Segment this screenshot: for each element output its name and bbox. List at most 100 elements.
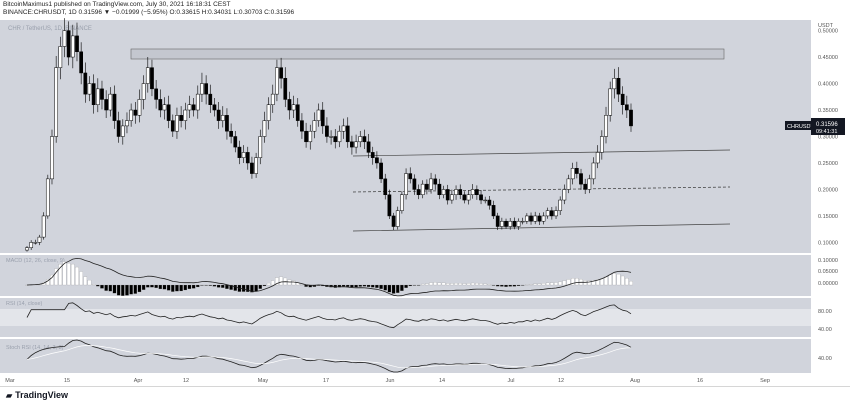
candle-bull bbox=[262, 120, 267, 137]
candle-bull bbox=[562, 189, 567, 201]
macd-histogram-bar bbox=[400, 284, 404, 291]
candle-bear bbox=[462, 194, 467, 201]
macd-histogram-bar bbox=[379, 284, 383, 289]
macd-histogram-bar bbox=[383, 284, 387, 291]
candlestick-series bbox=[25, 18, 633, 252]
candle-bear bbox=[158, 99, 163, 111]
macd-histogram-bar bbox=[125, 284, 129, 296]
macd-histogram-bar bbox=[341, 284, 346, 287]
candle-bear bbox=[208, 93, 213, 105]
channel-middle-line[interactable] bbox=[352, 186, 731, 193]
candle-bear bbox=[250, 162, 254, 174]
candle-bull bbox=[137, 99, 142, 116]
macd-histogram-bar bbox=[429, 282, 433, 286]
publisher-line: BitcoinMaximus1 published on TradingView… bbox=[3, 1, 231, 8]
macd-histogram-bar bbox=[500, 284, 504, 287]
macd-histogram-bar bbox=[158, 284, 162, 290]
time-axis-bg[interactable] bbox=[0, 373, 850, 386]
macd-histogram-bar bbox=[562, 280, 567, 286]
channel-lower-line[interactable] bbox=[352, 223, 731, 232]
macd-pane-label: MACD (12, 26, close, 9) bbox=[6, 258, 65, 264]
candle-bear bbox=[304, 130, 308, 143]
rsi-pane-label: RSI (14, close) bbox=[6, 301, 43, 307]
macd-histogram-bar bbox=[79, 271, 83, 286]
candle-bull bbox=[500, 220, 504, 227]
candle-bear bbox=[425, 183, 429, 190]
macd-histogram-bar bbox=[96, 284, 100, 287]
price-chart[interactable]: CHR / TetherUS, 1D, BINANCE MACD (12, 26… bbox=[0, 0, 850, 386]
macd-histogram-bar bbox=[358, 284, 362, 287]
price-countdown: 09:41:31 bbox=[816, 129, 837, 135]
macd-histogram-bar bbox=[212, 284, 217, 287]
macd-histogram-bar bbox=[200, 284, 204, 286]
candle-bull bbox=[395, 210, 400, 227]
macd-histogram-bar bbox=[608, 274, 612, 286]
candle-bull bbox=[508, 220, 513, 227]
candle-bull bbox=[404, 173, 408, 195]
candle-bear bbox=[112, 93, 117, 121]
time-tick-label: 17 bbox=[323, 378, 329, 384]
candle-bear bbox=[495, 215, 500, 227]
candle-bear bbox=[458, 189, 463, 195]
macd-histogram-bar bbox=[62, 261, 67, 286]
macd-histogram-bar bbox=[545, 282, 550, 286]
macd-histogram-bar bbox=[54, 268, 58, 286]
price-tick-label: 0.10000 bbox=[818, 240, 838, 246]
candle-bear bbox=[383, 178, 388, 195]
macd-histogram-bar bbox=[166, 284, 171, 291]
candle-bull bbox=[45, 178, 50, 217]
macd-histogram-bar bbox=[196, 284, 200, 288]
candle-bull bbox=[441, 189, 446, 195]
candle-bull bbox=[266, 104, 271, 121]
price-axis: 0.50000 0.45000 0.40000 0.35000 0.30000 0.250… bbox=[818, 29, 838, 247]
candle-bear bbox=[91, 83, 96, 105]
candle-bear bbox=[295, 104, 300, 121]
time-tick-label: Aug bbox=[630, 378, 640, 384]
candle-bull bbox=[37, 236, 42, 243]
candle-bear bbox=[320, 109, 325, 127]
macd-histogram-bar bbox=[629, 281, 633, 286]
time-tick-label: Apr bbox=[134, 378, 143, 384]
tradingview-logo[interactable]: ▰ TradingView bbox=[6, 390, 68, 400]
macd-tick-label: 0.10000 bbox=[818, 258, 838, 264]
candle-bull bbox=[291, 104, 296, 111]
price-tick-label: 0.30000 bbox=[818, 135, 838, 141]
price-axis-bg[interactable] bbox=[811, 20, 850, 373]
macd-histogram-bar bbox=[450, 283, 454, 286]
candle-bull bbox=[599, 136, 604, 153]
channel-upper-line[interactable] bbox=[352, 149, 731, 157]
candle-bear bbox=[391, 215, 396, 227]
candle-bull bbox=[337, 130, 342, 143]
candle-bear bbox=[287, 99, 292, 111]
candle-bear bbox=[529, 215, 533, 222]
candle-bull bbox=[450, 194, 454, 201]
candle-bear bbox=[579, 173, 583, 185]
macd-histogram-bar bbox=[471, 282, 475, 286]
candle-bull bbox=[400, 194, 404, 211]
symbol-price-tag-text: CHRUSDT bbox=[787, 124, 815, 130]
symbol-quote-line: BINANCE:CHRUSDT, 1D 0.31596 ▼ −0.01999 (… bbox=[3, 9, 295, 16]
macd-histogram-bar bbox=[508, 284, 512, 287]
macd-histogram-bar bbox=[300, 284, 304, 286]
candle-bull bbox=[587, 178, 592, 190]
candle-bull bbox=[341, 125, 346, 132]
macd-histogram-bar bbox=[175, 284, 179, 292]
candle-bull bbox=[454, 189, 458, 195]
candle-bull bbox=[312, 120, 317, 132]
candle-bull bbox=[183, 109, 188, 121]
macd-histogram-bar bbox=[570, 278, 575, 286]
macd-histogram-bar bbox=[487, 284, 492, 286]
candle-bear bbox=[283, 78, 288, 100]
resistance-zone[interactable] bbox=[130, 48, 725, 60]
macd-histogram-bar bbox=[408, 284, 412, 287]
candle-bull bbox=[220, 115, 225, 121]
macd-histogram-bar bbox=[154, 284, 158, 288]
macd-histogram-bar bbox=[112, 284, 117, 294]
macd-histogram-bar bbox=[466, 283, 471, 286]
macd-histogram-bar bbox=[150, 284, 154, 288]
candle-bear bbox=[491, 205, 496, 217]
candle-bull bbox=[429, 178, 433, 190]
candle-bear bbox=[366, 141, 371, 153]
candle-bull bbox=[58, 46, 63, 68]
candle-bull bbox=[554, 210, 558, 217]
